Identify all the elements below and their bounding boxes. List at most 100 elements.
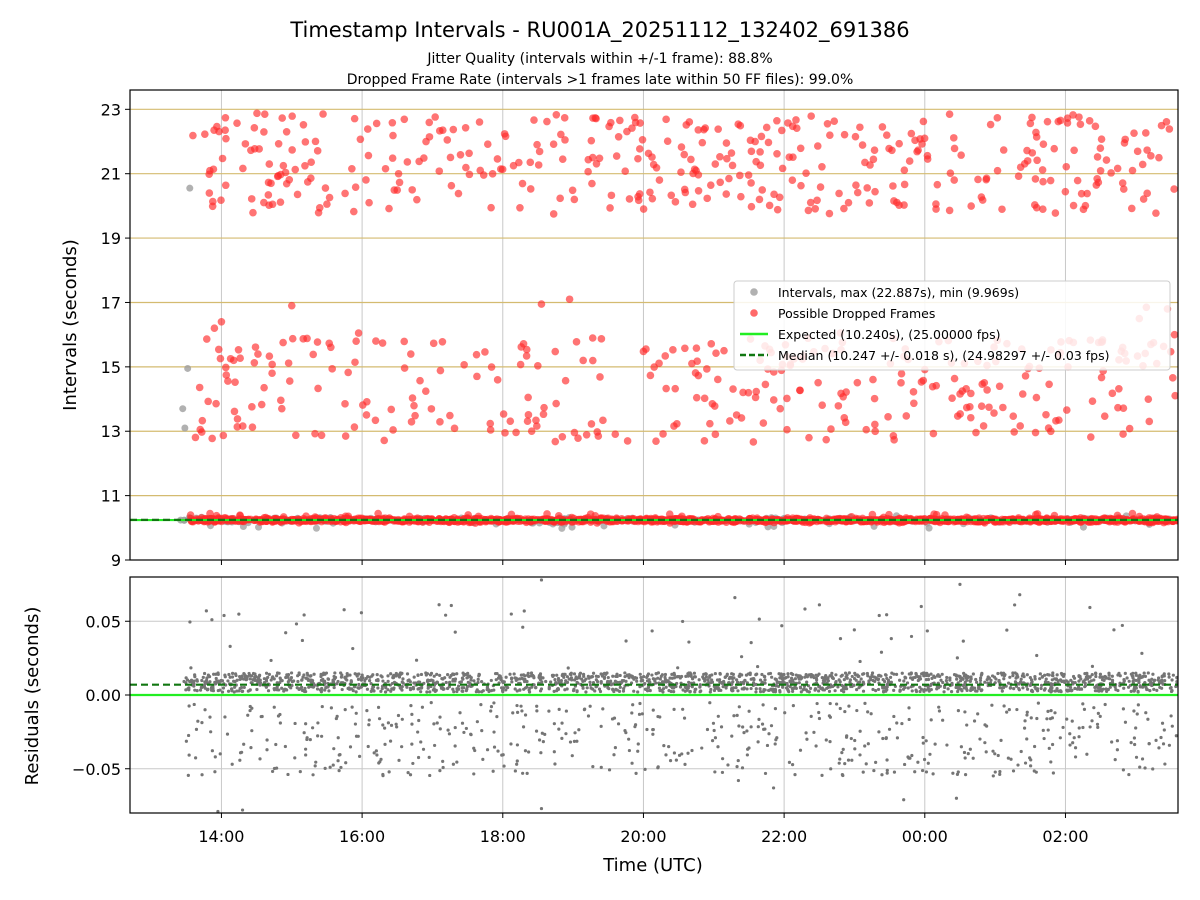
residual-point bbox=[686, 685, 690, 689]
residual-point bbox=[1131, 674, 1135, 679]
dropped-frame-point bbox=[728, 161, 737, 170]
residual-point bbox=[983, 741, 987, 745]
x-tick-label: 16:00 bbox=[339, 827, 385, 846]
residual-point bbox=[278, 721, 282, 725]
residual-point bbox=[591, 680, 596, 685]
residual-point bbox=[713, 736, 718, 740]
dropped-frame-point bbox=[588, 179, 596, 188]
dropped-frame-point bbox=[196, 425, 205, 434]
residual-point bbox=[433, 689, 437, 693]
dropped-frame-point bbox=[814, 378, 822, 387]
residual-point bbox=[1077, 674, 1081, 679]
residual-point bbox=[564, 732, 568, 736]
residual-point bbox=[465, 672, 469, 677]
residual-point bbox=[198, 688, 203, 692]
dropped-frame-point bbox=[222, 134, 230, 143]
dropped-frame-point bbox=[649, 160, 658, 169]
dropped-frame-point bbox=[257, 400, 266, 409]
residual-point bbox=[1059, 671, 1064, 676]
residual-point bbox=[748, 672, 752, 677]
dropped-frame-point bbox=[543, 117, 551, 126]
dropped-frame-point bbox=[435, 167, 444, 175]
dropped-frame-point bbox=[427, 405, 436, 413]
residual-point bbox=[1039, 686, 1043, 691]
residual-point bbox=[605, 671, 609, 675]
residual-point bbox=[1138, 685, 1143, 689]
residual-point bbox=[1046, 728, 1050, 732]
residual-point bbox=[264, 671, 269, 675]
residual-point bbox=[933, 675, 937, 679]
residual-point bbox=[566, 666, 570, 670]
residual-point bbox=[745, 729, 749, 733]
residual-point bbox=[657, 686, 662, 690]
residual-point bbox=[1110, 740, 1114, 744]
residual-point bbox=[529, 671, 534, 675]
dropped-frame-point bbox=[1016, 422, 1025, 430]
residual-point bbox=[618, 685, 622, 689]
dropped-frame-point bbox=[587, 420, 596, 428]
dropped-frame-point bbox=[486, 426, 495, 434]
dropped-frame-point bbox=[861, 158, 869, 167]
residual-point bbox=[937, 709, 942, 713]
dropped-frame-point bbox=[853, 378, 862, 387]
dropped-frame-point bbox=[319, 110, 327, 118]
dropped-frame-point bbox=[914, 146, 922, 155]
residual-point bbox=[858, 659, 862, 664]
dropped-frame-point bbox=[946, 169, 955, 177]
residual-point bbox=[187, 686, 191, 690]
residual-point bbox=[686, 751, 690, 755]
dropped-frame-point bbox=[907, 129, 916, 138]
residual-point bbox=[962, 750, 967, 755]
residual-point bbox=[884, 736, 888, 740]
residual-point bbox=[232, 690, 236, 694]
dropped-frame-point bbox=[747, 147, 756, 156]
residual-point bbox=[737, 705, 741, 709]
dropped-frame-point bbox=[524, 411, 533, 419]
dropped-frame-point bbox=[388, 118, 397, 127]
residual-point bbox=[1025, 710, 1029, 714]
dropped-frame-point bbox=[856, 123, 864, 132]
residual-point bbox=[1046, 680, 1050, 685]
dropped-frame-point bbox=[533, 422, 541, 430]
residual-point bbox=[1147, 742, 1151, 746]
residual-point bbox=[668, 676, 672, 680]
residual-point bbox=[225, 732, 230, 736]
residual-point bbox=[569, 672, 573, 677]
residual-point bbox=[1043, 687, 1047, 691]
residual-point bbox=[509, 612, 513, 616]
chart-subtitle-jitter: Jitter Quality (intervals within +/-1 fr… bbox=[426, 51, 772, 67]
residual-point bbox=[466, 680, 470, 684]
dropped-frame-point bbox=[1062, 406, 1071, 414]
dropped-frame-point bbox=[900, 180, 909, 189]
legend-box bbox=[733, 280, 1171, 371]
residual-point bbox=[749, 686, 753, 691]
residual-point bbox=[715, 678, 720, 682]
dropped-frame-point bbox=[681, 344, 689, 353]
residual-point bbox=[515, 762, 519, 766]
residual-point bbox=[613, 745, 617, 750]
dropped-frame-point bbox=[865, 199, 874, 207]
residual-point bbox=[367, 723, 371, 727]
dropped-frame-point bbox=[958, 387, 967, 395]
residual-point bbox=[386, 721, 390, 725]
residual-point bbox=[849, 736, 853, 741]
dropped-frame-point bbox=[1010, 428, 1019, 436]
residual-point bbox=[559, 678, 564, 683]
residual-point bbox=[955, 772, 960, 776]
residual-point bbox=[662, 744, 666, 748]
residual-point bbox=[672, 671, 676, 675]
residual-point bbox=[797, 676, 801, 680]
residual-point bbox=[648, 689, 652, 693]
residual-point bbox=[1085, 674, 1089, 678]
residual-point bbox=[195, 679, 199, 683]
residual-point bbox=[765, 743, 770, 748]
residual-point bbox=[787, 760, 792, 765]
dropped-frame-point bbox=[841, 418, 850, 427]
residual-point bbox=[692, 671, 697, 675]
residual-point bbox=[736, 758, 740, 763]
dropped-frame-point bbox=[287, 301, 296, 310]
residual-point bbox=[1068, 732, 1072, 736]
residuals-panel: 14:00 16:00 18:00 20:00 22:00 00:00 02:00−0.05… bbox=[22, 576, 1179, 876]
residual-point bbox=[935, 673, 940, 678]
legend-label-intervals: Intervals, max (22.887s), min (9.969s) bbox=[778, 285, 1019, 300]
